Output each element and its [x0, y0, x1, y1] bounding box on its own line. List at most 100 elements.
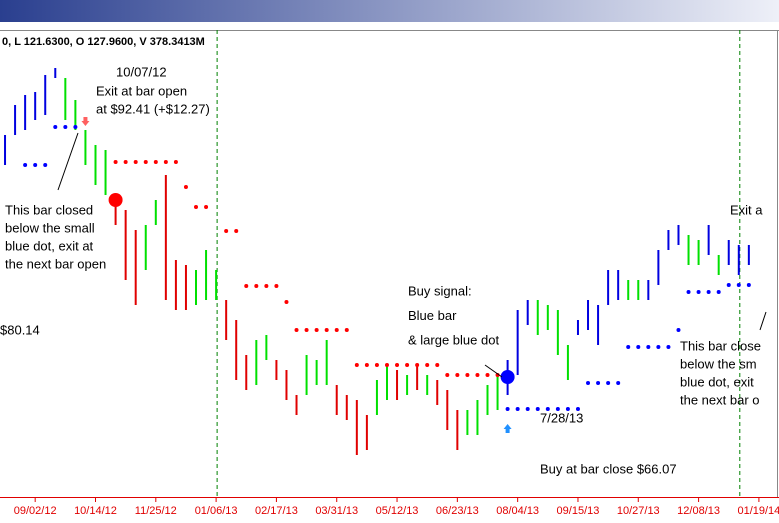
stop-dot [475, 373, 480, 377]
annotation: Exit at bar open [96, 83, 187, 98]
stop-dot [63, 125, 68, 129]
stop-dot [445, 373, 450, 377]
x-tick-label: 08/04/13 [496, 505, 539, 517]
stop-dot [606, 381, 611, 385]
x-tick-label: 05/12/13 [376, 505, 419, 517]
stop-dot [204, 205, 209, 209]
x-tick-label: 02/17/13 [255, 505, 298, 517]
stop-dot [666, 345, 671, 349]
stop-dot [586, 381, 591, 385]
annotation: 10/07/12 [116, 64, 167, 79]
annotation: & large blue dot [408, 332, 499, 347]
annotation: below the small [5, 220, 95, 235]
stop-dot [274, 284, 279, 288]
annotation: This bar close [680, 338, 761, 353]
stop-dot [123, 160, 128, 164]
stop-dot [194, 205, 199, 209]
signal-dot [500, 370, 515, 384]
stop-dot [706, 290, 711, 294]
annotation: blue dot, exit at [5, 238, 94, 253]
stop-dot [234, 229, 239, 233]
stop-dot [626, 345, 631, 349]
stop-dot [284, 300, 289, 304]
stop-dot [153, 160, 158, 164]
stop-dot [596, 381, 601, 385]
stop-dot [435, 363, 440, 367]
stop-dot [224, 229, 229, 233]
stop-dot [113, 160, 118, 164]
x-tick-label: 09/15/13 [557, 505, 600, 517]
stop-dot [545, 407, 550, 411]
stop-dot [716, 290, 721, 294]
stop-dot [405, 363, 410, 367]
stop-dot [485, 373, 490, 377]
stop-dot [314, 328, 319, 332]
stop-dot [264, 284, 269, 288]
stop-dot [676, 328, 681, 332]
stop-dot [636, 345, 641, 349]
stop-dot [425, 363, 430, 367]
annotation: Buy at bar close $66.07 [540, 461, 677, 476]
stop-dot [173, 160, 178, 164]
x-tick-label: 10/14/12 [74, 505, 117, 517]
stop-dot [415, 363, 420, 367]
stop-dot [364, 363, 369, 367]
stop-dot [525, 407, 530, 411]
stop-dot [73, 125, 78, 129]
annotation: Blue bar [408, 308, 457, 323]
stop-dot [183, 185, 188, 189]
stop-dot [686, 290, 691, 294]
stop-dot [43, 163, 48, 167]
x-tick-label: 01/06/13 [195, 505, 238, 517]
stop-dot [344, 328, 349, 332]
signal-dot [108, 193, 123, 207]
annotation: below the sm [680, 356, 757, 371]
stop-dot [334, 328, 339, 332]
stop-dot [515, 407, 520, 411]
annotation: 7/28/13 [540, 410, 583, 425]
callout-line [759, 311, 767, 331]
annotation: $80.14 [0, 322, 40, 337]
stop-dot [395, 363, 400, 367]
stop-dot [455, 373, 460, 377]
stop-dot [53, 125, 58, 129]
stop-dot [746, 283, 751, 287]
x-tick-label: 01/19/14 [737, 505, 779, 517]
stop-dot [505, 407, 510, 411]
stop-dot [163, 160, 168, 164]
header: 0, L 121.6300, O 127.9600, V 378.3413M [2, 36, 205, 48]
stop-dot [374, 363, 379, 367]
stop-dot [244, 284, 249, 288]
stop-dot [575, 407, 580, 411]
annotation: Buy signal: [408, 283, 472, 298]
stop-dot [254, 284, 259, 288]
x-tick-label: 06/23/13 [436, 505, 479, 517]
title-band [0, 0, 779, 22]
annotation: blue dot, exit [680, 374, 754, 389]
stop-dot [384, 363, 389, 367]
annotation: the next bar open [5, 256, 106, 271]
stop-dot [304, 328, 309, 332]
stop-dot [726, 283, 731, 287]
stop-dot [535, 407, 540, 411]
x-tick-label: 03/31/13 [315, 505, 358, 517]
annotation: the next bar o [680, 392, 760, 407]
annotation: Exit a [730, 202, 763, 217]
stop-dot [324, 328, 329, 332]
x-tick-label: 10/27/13 [617, 505, 660, 517]
annotation: This bar closed [5, 202, 93, 217]
stop-dot [133, 160, 138, 164]
callout-line [57, 132, 79, 191]
stop-dot [656, 345, 661, 349]
stop-dot [23, 163, 28, 167]
callout-line [484, 364, 503, 378]
stop-dot [646, 345, 651, 349]
stop-dot [555, 407, 560, 411]
stop-dot [143, 160, 148, 164]
stop-dot [354, 363, 359, 367]
x-tick-label: 12/08/13 [677, 505, 720, 517]
stop-dot [696, 290, 701, 294]
stop-dot [33, 163, 38, 167]
stop-dot [616, 381, 621, 385]
